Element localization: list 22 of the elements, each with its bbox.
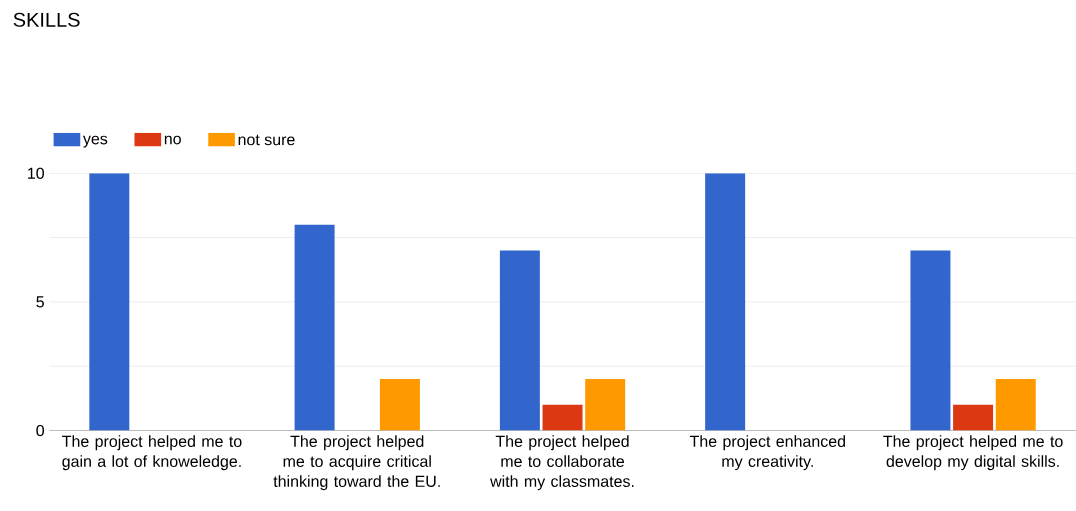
x-tick-label: The project helped me to develop my digital skills. bbox=[883, 435, 1063, 471]
bar bbox=[542, 405, 583, 431]
x-tick-label: The project helped me to collaborate with my classmates. bbox=[490, 435, 634, 491]
legend-label: no bbox=[164, 135, 181, 145]
bar bbox=[585, 379, 626, 431]
bar bbox=[995, 379, 1036, 431]
x-tick-label: The project helped me to acquire critical thinking toward the EU. bbox=[273, 435, 440, 491]
bar bbox=[499, 250, 540, 431]
x-tick-label: The project helped me to gain a lot of knoweledge. bbox=[62, 435, 242, 471]
y-tick-label: 0 bbox=[36, 425, 45, 437]
bar bbox=[294, 224, 335, 431]
x-tick-label: The project enhanced my creativity. bbox=[689, 435, 845, 471]
y-tick-label: 10 bbox=[28, 167, 44, 180]
legend-label: yes bbox=[82, 135, 108, 148]
bar bbox=[705, 173, 746, 431]
bar bbox=[89, 173, 130, 431]
chart-title: SKILLS bbox=[13, 12, 80, 28]
y-tick-label: 5 bbox=[36, 296, 44, 308]
bar bbox=[953, 405, 994, 431]
bar bbox=[910, 250, 951, 431]
legend-label: not sure bbox=[238, 134, 295, 146]
bar bbox=[379, 379, 420, 431]
